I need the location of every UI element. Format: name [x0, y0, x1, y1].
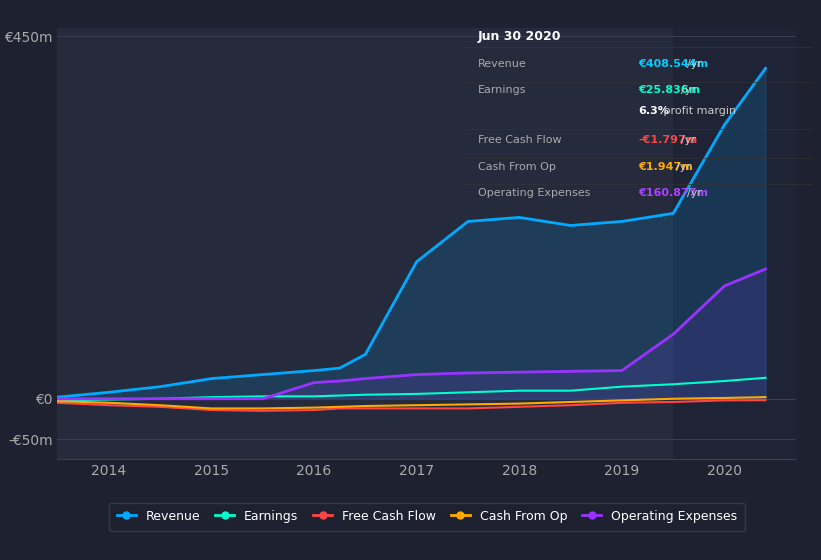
Text: Cash From Op: Cash From Op — [478, 161, 556, 171]
Text: /yr: /yr — [681, 135, 696, 145]
Text: profit margin: profit margin — [660, 106, 736, 116]
Legend: Revenue, Earnings, Free Cash Flow, Cash From Op, Operating Expenses: Revenue, Earnings, Free Cash Flow, Cash … — [109, 502, 745, 530]
Text: Earnings: Earnings — [478, 85, 526, 95]
Text: €25.836m: €25.836m — [639, 85, 700, 95]
Text: /yr: /yr — [686, 188, 702, 198]
Text: Jun 30 2020: Jun 30 2020 — [478, 30, 562, 43]
Text: 6.3%: 6.3% — [639, 106, 669, 116]
Text: /yr: /yr — [676, 161, 691, 171]
Text: /yr: /yr — [681, 85, 696, 95]
Text: Operating Expenses: Operating Expenses — [478, 188, 590, 198]
Text: Revenue: Revenue — [478, 59, 526, 69]
Text: /yr: /yr — [686, 59, 702, 69]
Bar — [673, 28, 796, 459]
Text: Free Cash Flow: Free Cash Flow — [478, 135, 562, 145]
Text: €160.877m: €160.877m — [639, 188, 709, 198]
Text: €1.947m: €1.947m — [639, 161, 693, 171]
Text: €408.544m: €408.544m — [639, 59, 709, 69]
Text: -€1.797m: -€1.797m — [639, 135, 698, 145]
